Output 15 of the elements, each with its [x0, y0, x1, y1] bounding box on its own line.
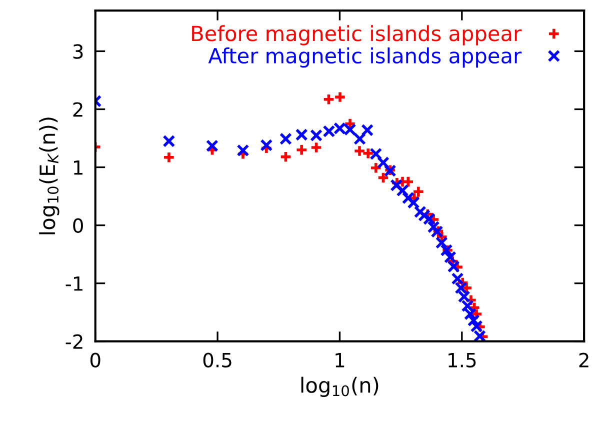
legend-label: Before magnetic islands appear	[192, 25, 522, 46]
y-tick-label: 0	[73, 218, 83, 233]
x-tick-label: 0.5	[203, 352, 232, 368]
x-tick-label: 1.5	[448, 353, 476, 368]
y-axis-title: log$_{10}$(E$_{K}$(n))	[39, 118, 60, 234]
legend-label: After magnetic islands appear	[208, 47, 522, 68]
y-tick-label: -2	[66, 334, 82, 349]
x-tick-label: 0	[90, 352, 100, 368]
y-tick-label: 1	[74, 160, 82, 175]
y-tick-label: 3	[73, 44, 83, 59]
x-tick-label: 1	[336, 353, 344, 368]
y-tick-label: 2	[73, 102, 82, 117]
x-axis-title: log$_{10}$(n)	[301, 376, 378, 397]
y-tick-label: -1	[66, 276, 82, 291]
x-tick-label: 2	[579, 352, 588, 368]
